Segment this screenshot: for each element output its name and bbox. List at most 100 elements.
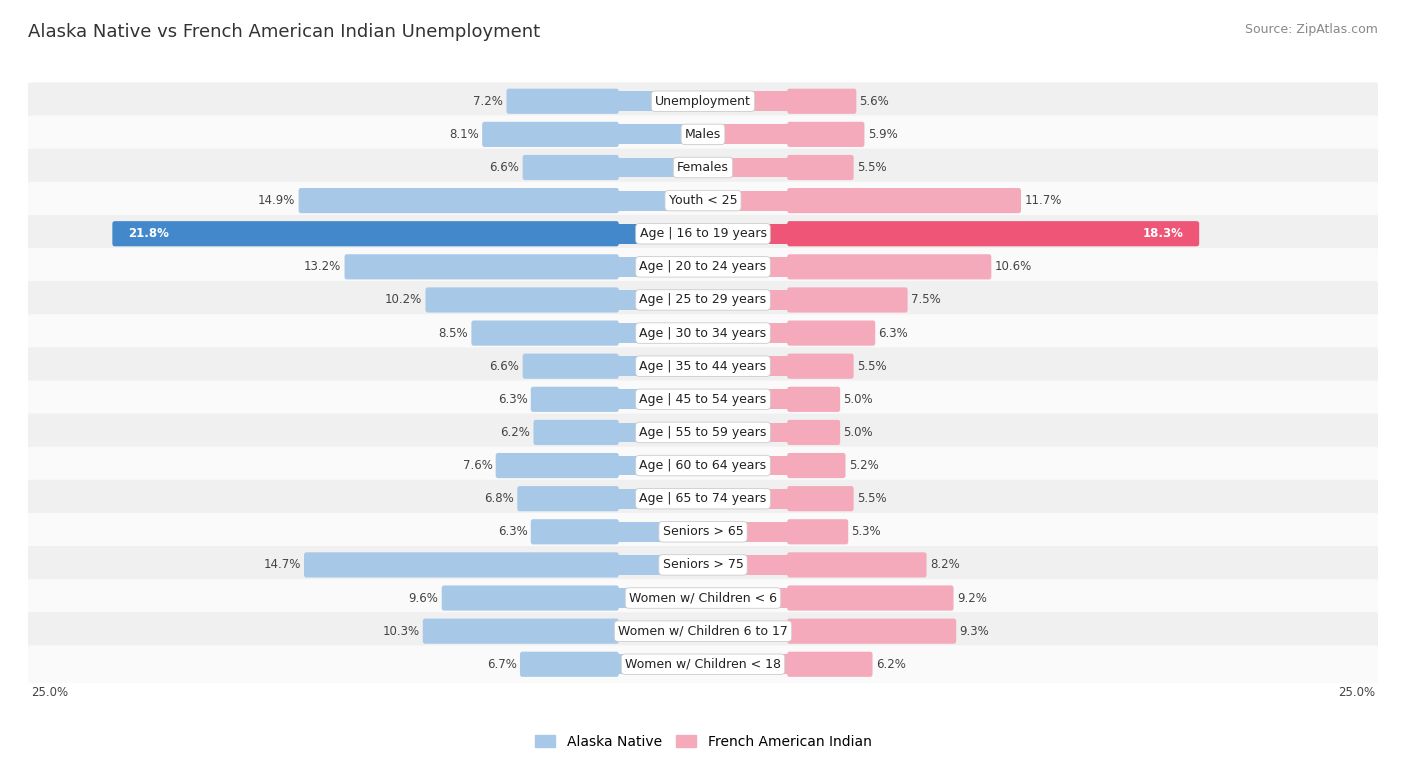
FancyBboxPatch shape: [787, 89, 856, 114]
FancyBboxPatch shape: [787, 585, 953, 611]
Bar: [425, 621, 703, 641]
Bar: [703, 323, 873, 343]
Text: Males: Males: [685, 128, 721, 141]
Bar: [703, 357, 852, 376]
Text: Youth < 25: Youth < 25: [669, 194, 737, 207]
Text: 6.7%: 6.7%: [486, 658, 517, 671]
Bar: [474, 323, 703, 343]
FancyBboxPatch shape: [787, 221, 1199, 246]
FancyBboxPatch shape: [27, 248, 1379, 285]
FancyBboxPatch shape: [27, 579, 1379, 617]
FancyBboxPatch shape: [27, 447, 1379, 484]
Text: 18.3%: 18.3%: [1143, 227, 1184, 240]
FancyBboxPatch shape: [496, 453, 619, 478]
Text: 6.3%: 6.3%: [498, 393, 527, 406]
Bar: [703, 157, 852, 177]
Text: 5.6%: 5.6%: [859, 95, 890, 107]
FancyBboxPatch shape: [787, 188, 1021, 213]
FancyBboxPatch shape: [787, 354, 853, 378]
FancyBboxPatch shape: [787, 122, 865, 147]
Text: Age | 60 to 64 years: Age | 60 to 64 years: [640, 459, 766, 472]
FancyBboxPatch shape: [787, 155, 853, 180]
FancyBboxPatch shape: [787, 553, 927, 578]
Bar: [498, 456, 703, 475]
Text: Seniors > 75: Seniors > 75: [662, 559, 744, 572]
Text: 6.6%: 6.6%: [489, 360, 519, 372]
FancyBboxPatch shape: [523, 354, 619, 378]
FancyBboxPatch shape: [441, 585, 619, 611]
FancyBboxPatch shape: [27, 281, 1379, 319]
Text: Unemployment: Unemployment: [655, 95, 751, 107]
FancyBboxPatch shape: [344, 254, 619, 279]
FancyBboxPatch shape: [787, 486, 853, 511]
Text: 5.5%: 5.5%: [856, 360, 887, 372]
Text: 6.3%: 6.3%: [498, 525, 527, 538]
Legend: Alaska Native, French American Indian: Alaska Native, French American Indian: [529, 729, 877, 754]
FancyBboxPatch shape: [27, 480, 1379, 518]
Text: 8.2%: 8.2%: [929, 559, 959, 572]
Text: 7.2%: 7.2%: [474, 95, 503, 107]
Bar: [703, 654, 870, 674]
Bar: [519, 489, 703, 509]
FancyBboxPatch shape: [482, 122, 619, 147]
FancyBboxPatch shape: [517, 486, 619, 511]
FancyBboxPatch shape: [112, 221, 619, 246]
Bar: [703, 92, 855, 111]
FancyBboxPatch shape: [523, 155, 619, 180]
Bar: [703, 257, 990, 277]
Text: 5.0%: 5.0%: [844, 393, 873, 406]
Bar: [522, 654, 703, 674]
Bar: [509, 92, 703, 111]
Bar: [301, 191, 703, 210]
FancyBboxPatch shape: [27, 83, 1379, 120]
Text: Alaska Native vs French American Indian Unemployment: Alaska Native vs French American Indian …: [28, 23, 540, 41]
Text: 10.2%: 10.2%: [385, 294, 422, 307]
Text: 6.6%: 6.6%: [489, 161, 519, 174]
Text: 11.7%: 11.7%: [1024, 194, 1062, 207]
Text: 8.5%: 8.5%: [439, 326, 468, 340]
Text: Age | 30 to 34 years: Age | 30 to 34 years: [640, 326, 766, 340]
FancyBboxPatch shape: [787, 519, 848, 544]
Text: Age | 55 to 59 years: Age | 55 to 59 years: [640, 426, 766, 439]
Text: 14.7%: 14.7%: [263, 559, 301, 572]
Text: 7.5%: 7.5%: [911, 294, 941, 307]
Text: Women w/ Children 6 to 17: Women w/ Children 6 to 17: [619, 625, 787, 637]
Bar: [703, 588, 952, 608]
Text: Females: Females: [678, 161, 728, 174]
FancyBboxPatch shape: [506, 89, 619, 114]
Bar: [703, 555, 924, 575]
Text: 5.9%: 5.9%: [868, 128, 897, 141]
FancyBboxPatch shape: [787, 618, 956, 643]
FancyBboxPatch shape: [520, 652, 619, 677]
Text: 6.8%: 6.8%: [484, 492, 515, 505]
Bar: [703, 389, 838, 410]
FancyBboxPatch shape: [27, 413, 1379, 451]
Text: Age | 16 to 19 years: Age | 16 to 19 years: [640, 227, 766, 240]
Bar: [703, 422, 838, 442]
Bar: [703, 224, 1197, 244]
FancyBboxPatch shape: [27, 116, 1379, 153]
Bar: [703, 456, 844, 475]
Bar: [347, 257, 703, 277]
Bar: [524, 157, 703, 177]
Text: 9.6%: 9.6%: [409, 591, 439, 605]
FancyBboxPatch shape: [787, 420, 841, 445]
Text: 5.2%: 5.2%: [849, 459, 879, 472]
FancyBboxPatch shape: [787, 453, 845, 478]
Text: 25.0%: 25.0%: [1339, 686, 1375, 699]
Text: 9.3%: 9.3%: [959, 625, 990, 637]
FancyBboxPatch shape: [27, 513, 1379, 550]
FancyBboxPatch shape: [787, 288, 908, 313]
Text: 5.0%: 5.0%: [844, 426, 873, 439]
Bar: [484, 124, 703, 145]
FancyBboxPatch shape: [533, 420, 619, 445]
FancyBboxPatch shape: [27, 148, 1379, 186]
Bar: [703, 489, 852, 509]
Text: Age | 35 to 44 years: Age | 35 to 44 years: [640, 360, 766, 372]
Bar: [536, 422, 703, 442]
FancyBboxPatch shape: [27, 381, 1379, 418]
FancyBboxPatch shape: [27, 215, 1379, 253]
FancyBboxPatch shape: [787, 387, 841, 412]
Text: 5.3%: 5.3%: [852, 525, 882, 538]
Bar: [533, 389, 703, 410]
